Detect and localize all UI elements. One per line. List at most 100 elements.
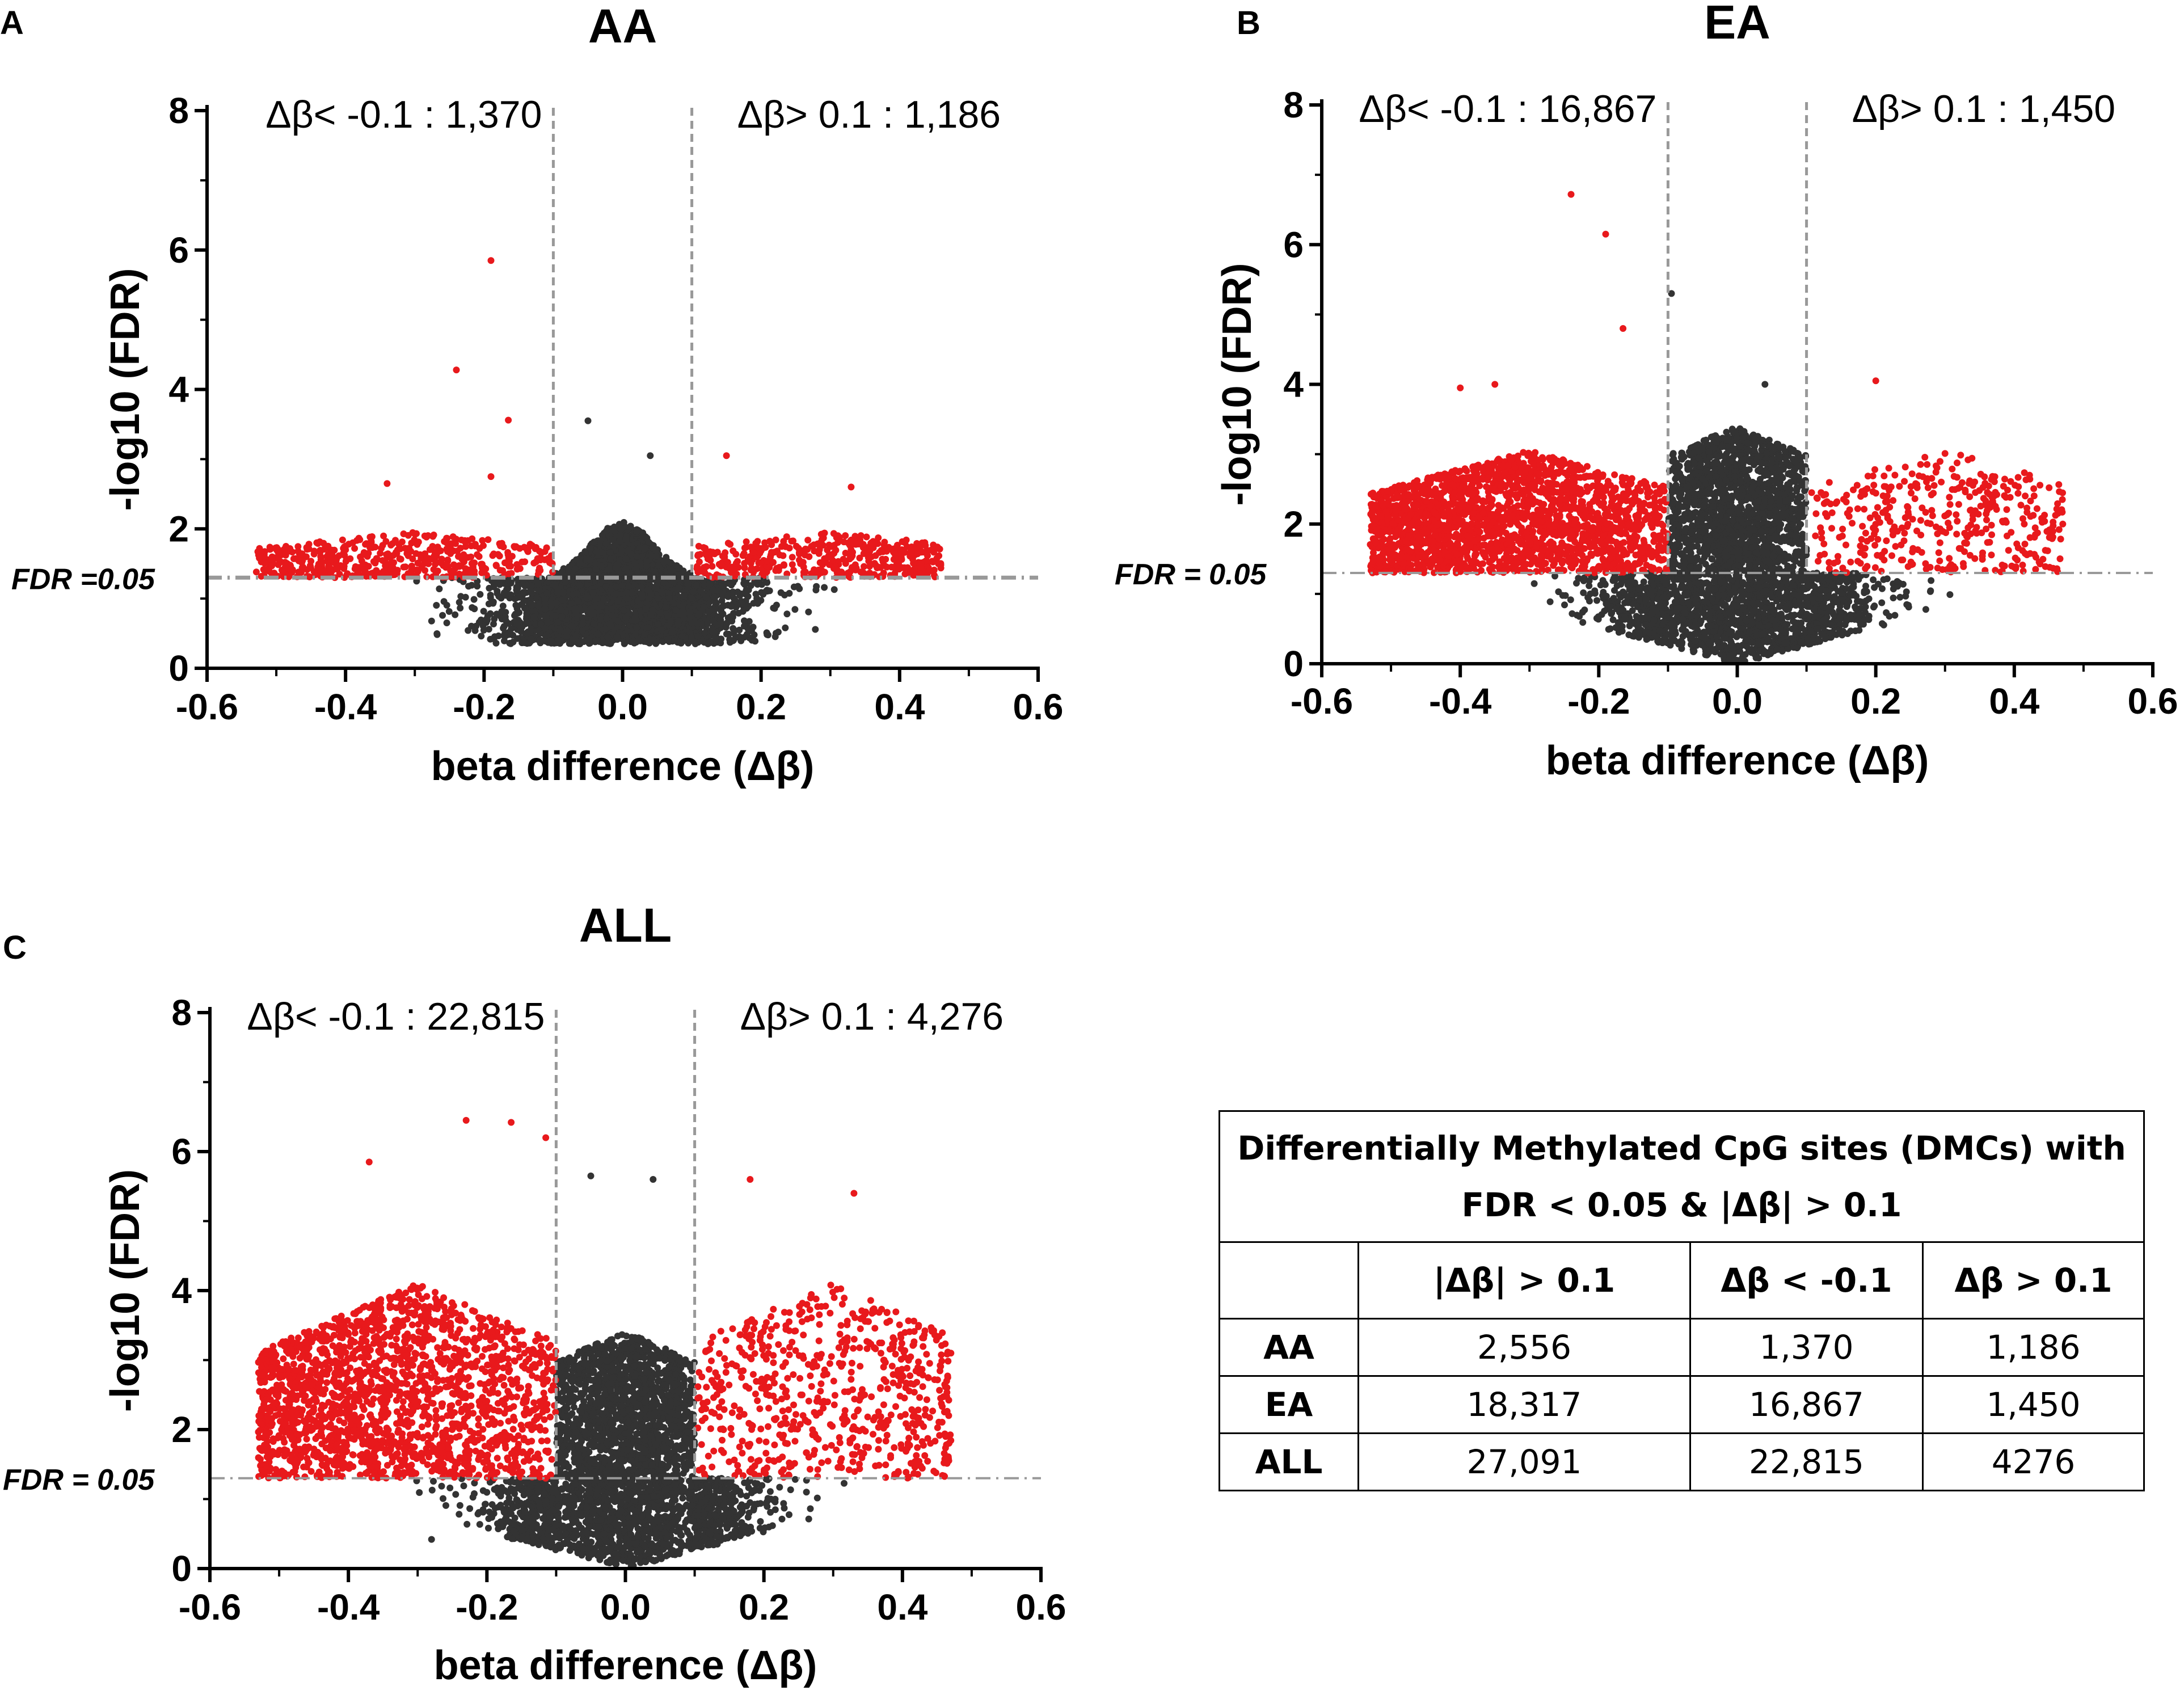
significant-point bbox=[834, 532, 841, 539]
nonsignificant-point bbox=[675, 584, 682, 591]
nonsignificant-point bbox=[613, 583, 620, 591]
nonsignificant-point bbox=[524, 628, 532, 635]
nonsignificant-point bbox=[781, 591, 789, 598]
nonsignificant-point bbox=[710, 629, 717, 635]
significant-point bbox=[901, 539, 909, 546]
significant-point bbox=[511, 543, 518, 550]
significant-point bbox=[299, 557, 306, 564]
significant-point bbox=[857, 568, 865, 576]
significant-point bbox=[524, 548, 532, 555]
significant-point bbox=[474, 551, 481, 558]
significant-point bbox=[379, 557, 386, 564]
nonsignificant-point bbox=[477, 591, 484, 598]
nonsignificant-point bbox=[643, 562, 651, 570]
significant-point bbox=[883, 563, 891, 571]
significant-point bbox=[444, 548, 451, 555]
significant-point bbox=[901, 570, 909, 577]
nonsignificant-point bbox=[672, 606, 680, 614]
nonsignificant-point bbox=[751, 631, 758, 638]
significant-point bbox=[458, 536, 465, 543]
nonsignificant-point bbox=[537, 621, 545, 627]
significant-point bbox=[770, 559, 777, 566]
significant-point bbox=[258, 548, 265, 555]
significant-point bbox=[414, 559, 421, 567]
nonsignificant-point bbox=[516, 593, 523, 601]
significant-point bbox=[340, 550, 347, 557]
nonsignificant-point bbox=[523, 581, 530, 589]
nonsignificant-point bbox=[790, 583, 798, 591]
nonsignificant-point bbox=[606, 549, 614, 556]
significant-point bbox=[402, 563, 409, 571]
nonsignificant-point bbox=[465, 583, 472, 590]
significant-point bbox=[532, 545, 539, 553]
nonsignificant-point bbox=[1870, 604, 1877, 611]
significant-point bbox=[268, 562, 275, 570]
nonsignificant-point bbox=[735, 609, 742, 617]
significant-point bbox=[895, 560, 902, 567]
significant-point bbox=[846, 568, 854, 575]
nonsignificant-point bbox=[644, 623, 651, 631]
significant-point bbox=[914, 550, 921, 558]
significant-point bbox=[268, 556, 276, 563]
nonsignificant-point bbox=[744, 593, 752, 600]
nonsignificant-point bbox=[480, 608, 487, 615]
nonsignificant-point bbox=[703, 593, 710, 601]
nonsignificant-point bbox=[471, 605, 478, 613]
nonsignificant-point bbox=[783, 610, 791, 618]
nonsignificant-point bbox=[700, 603, 707, 610]
nonsignificant-point bbox=[480, 626, 487, 634]
nonsignificant-point bbox=[741, 617, 748, 625]
nonsignificant-point bbox=[470, 596, 478, 603]
significant-point bbox=[816, 546, 823, 553]
nonsignificant-point bbox=[669, 629, 676, 636]
significant-point bbox=[516, 565, 524, 572]
nonsignificant-point bbox=[573, 589, 580, 597]
significant-point bbox=[882, 555, 889, 563]
nonsignificant-point bbox=[500, 589, 508, 596]
nonsignificant-point bbox=[540, 637, 547, 644]
significant-point bbox=[487, 473, 495, 480]
nonsignificant-point bbox=[773, 601, 780, 609]
nonsignificant-point bbox=[568, 622, 575, 630]
nonsignificant-point bbox=[598, 602, 605, 610]
nonsignificant-point bbox=[821, 584, 828, 591]
significant-point bbox=[526, 541, 534, 548]
significant-point bbox=[303, 566, 311, 574]
x-tick-label: 0.4 bbox=[874, 686, 925, 727]
significant-point bbox=[744, 555, 752, 563]
nonsignificant-point bbox=[752, 638, 759, 645]
significant-point bbox=[821, 555, 828, 562]
data-points bbox=[252, 257, 945, 647]
x-tick-label: -0.4 bbox=[314, 686, 377, 727]
significant-point bbox=[732, 550, 740, 558]
significant-point bbox=[768, 541, 775, 549]
nonsignificant-point bbox=[468, 622, 475, 630]
significant-point bbox=[757, 559, 765, 566]
significant-point bbox=[317, 549, 324, 556]
nonsignificant-point bbox=[639, 534, 646, 541]
nonsignificant-point bbox=[647, 636, 654, 643]
significant-point bbox=[260, 566, 267, 573]
significant-point bbox=[881, 538, 888, 546]
nonsignificant-point bbox=[528, 635, 535, 643]
nonsignificant-point bbox=[456, 598, 463, 606]
nonsignificant-point bbox=[645, 595, 652, 602]
significant-point bbox=[860, 550, 867, 557]
significant-point bbox=[368, 533, 376, 540]
nonsignificant-point bbox=[707, 580, 714, 588]
significant-point bbox=[709, 563, 716, 570]
nonsignificant-point bbox=[693, 581, 700, 589]
significant-point bbox=[298, 569, 305, 576]
significant-point bbox=[443, 539, 450, 546]
nonsignificant-point bbox=[718, 635, 725, 643]
nonsignificant-point bbox=[647, 452, 654, 460]
nonsignificant-point bbox=[614, 617, 621, 625]
significant-point bbox=[851, 539, 858, 546]
significant-point bbox=[362, 540, 370, 547]
nonsignificant-point bbox=[502, 617, 509, 624]
nonsignificant-point bbox=[462, 593, 469, 601]
nonsignificant-point bbox=[733, 601, 741, 609]
nonsignificant-point bbox=[688, 634, 695, 641]
nonsignificant-point bbox=[704, 620, 711, 627]
